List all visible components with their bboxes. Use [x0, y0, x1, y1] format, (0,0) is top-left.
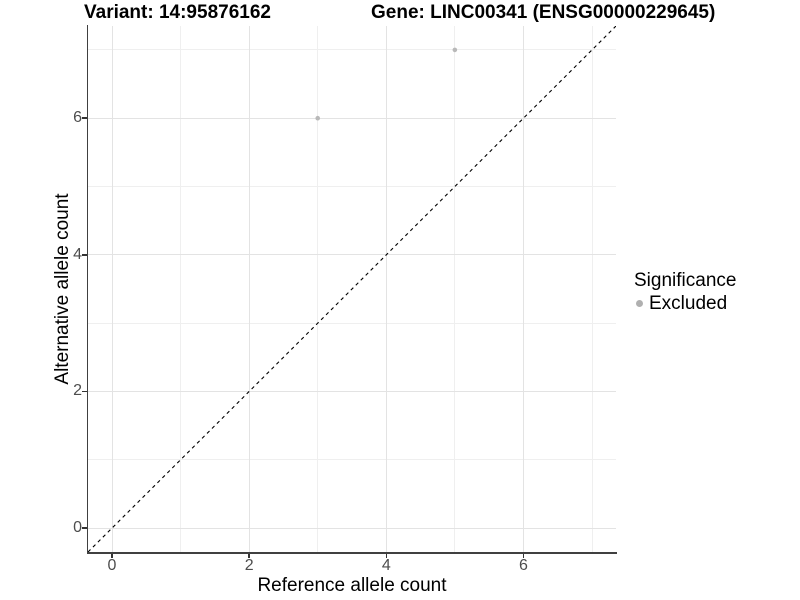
y-axis-tick: [82, 527, 87, 529]
gridline-y-minor: [88, 186, 616, 188]
gridline-y-minor: [88, 49, 616, 51]
plot-canvas: [88, 26, 616, 552]
gridline-x-major: [111, 26, 113, 552]
data-point: [452, 47, 458, 53]
gridline-x-major: [248, 26, 250, 552]
gridline-x-major: [522, 26, 524, 552]
x-axis-tick-label: 4: [381, 557, 391, 574]
legend: Significance Excluded: [634, 270, 736, 315]
plot-panel: [88, 26, 616, 552]
x-axis-tick: [385, 553, 388, 558]
y-axis-tick: [82, 390, 87, 393]
gridline-x-minor: [317, 26, 319, 552]
gridline-y-minor: [88, 322, 616, 324]
legend-key-dot: [636, 300, 643, 308]
gridline-x-minor: [591, 26, 593, 552]
x-axis-tick-label: 6: [518, 557, 528, 574]
y-axis-tick-label: 6: [73, 109, 82, 127]
gridline-x-minor: [454, 26, 456, 552]
gridline-x-major: [385, 26, 387, 552]
legend-item-label: Excluded: [649, 292, 728, 314]
x-axis-tick-label: 2: [244, 557, 254, 574]
x-axis-title: Reference allele count: [257, 575, 447, 596]
gridline-y-major: [88, 254, 616, 256]
plot-title-variant: Variant: 14:95876162: [84, 2, 271, 23]
identity-dashed-line: [88, 26, 616, 552]
x-axis-tick: [111, 553, 113, 558]
x-axis-tick-label: 0: [107, 557, 117, 574]
y-axis-tick-label: 4: [73, 245, 82, 263]
x-axis-tick: [248, 553, 250, 558]
y-axis-title: Alternative allele count: [52, 193, 73, 385]
gridline-y-major: [88, 527, 616, 529]
gridline-y-minor: [88, 459, 616, 461]
legend-item: Excluded: [636, 293, 736, 315]
y-axis-line: [86, 25, 88, 554]
y-axis-tick-label: 0: [73, 519, 82, 537]
y-axis-tick-label: 2: [73, 382, 82, 400]
y-axis-tick: [82, 117, 87, 119]
data-point: [315, 115, 321, 121]
legend-title: Significance: [634, 270, 737, 291]
legend-items: Excluded: [634, 293, 736, 315]
y-axis-tick: [82, 254, 87, 256]
x-axis-line: [86, 552, 617, 554]
gridline-y-major: [88, 390, 616, 392]
x-axis-tick: [522, 553, 525, 558]
plot-title-gene: Gene: LINC00341 (ENSG00000229645): [371, 2, 716, 23]
gridline-x-minor: [180, 26, 182, 552]
gridline-y-major: [88, 117, 616, 119]
